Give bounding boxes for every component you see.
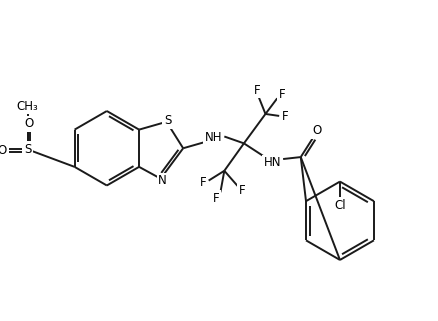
Text: F: F [238, 184, 245, 197]
Text: F: F [213, 192, 219, 205]
Text: O: O [312, 124, 321, 137]
Text: CH₃: CH₃ [17, 100, 39, 113]
Text: F: F [278, 88, 285, 101]
Text: S: S [163, 114, 171, 127]
Text: F: F [254, 84, 260, 97]
Text: O: O [24, 117, 33, 130]
Text: HN: HN [263, 156, 280, 169]
Text: F: F [281, 110, 288, 123]
Text: N: N [158, 174, 166, 187]
Text: S: S [24, 143, 31, 156]
Text: NH: NH [205, 131, 222, 144]
Text: F: F [199, 176, 205, 189]
Text: O: O [0, 144, 7, 157]
Text: Cl: Cl [333, 199, 345, 212]
